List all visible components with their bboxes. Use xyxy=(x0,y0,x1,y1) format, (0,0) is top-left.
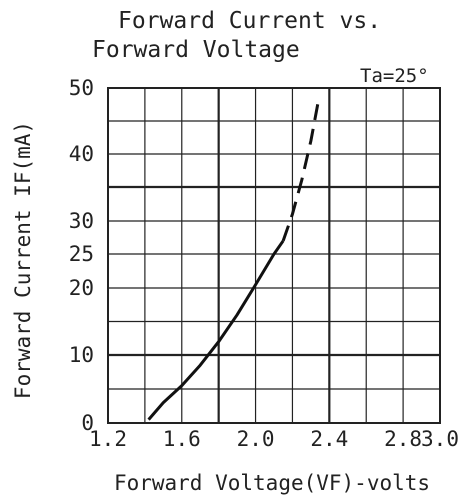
y-tick-label: 20 xyxy=(69,276,94,300)
x-tick-label: 2.0 xyxy=(237,427,275,451)
y-axis-label: Forward Current IF(mA) xyxy=(11,121,35,399)
y-tick-label: 50 xyxy=(69,76,94,100)
x-axis-label: Forward Voltage(VF)-volts xyxy=(114,471,430,495)
y-tick-label: 10 xyxy=(69,343,94,367)
chart-title-line-2: Forward Voltage xyxy=(92,37,300,63)
x-tick-label: 3.0 xyxy=(421,427,459,451)
curve-solid xyxy=(147,239,285,421)
y-tick-label: 0 xyxy=(81,411,94,435)
plot-frame xyxy=(107,87,441,424)
x-tick-label: 2.8 xyxy=(384,427,422,451)
y-tick-label: 30 xyxy=(69,209,94,233)
y-tick-label: 25 xyxy=(69,242,94,266)
condition-label: Ta=25° xyxy=(360,65,429,87)
chart-title-line-1: Forward Current vs. xyxy=(118,8,381,34)
x-tick-label: 1.2 xyxy=(89,427,127,451)
curves xyxy=(147,100,320,421)
x-tick-label: 1.6 xyxy=(163,427,201,451)
grid xyxy=(107,87,441,424)
x-tick-label: 2.4 xyxy=(310,427,348,451)
y-tick-label: 40 xyxy=(69,142,94,166)
tick-labels: 1.2 1.6 2.0 2.4 2.83.0 0 10 20 25 30 40 50 xyxy=(69,76,459,451)
curve-dashed xyxy=(281,100,320,242)
